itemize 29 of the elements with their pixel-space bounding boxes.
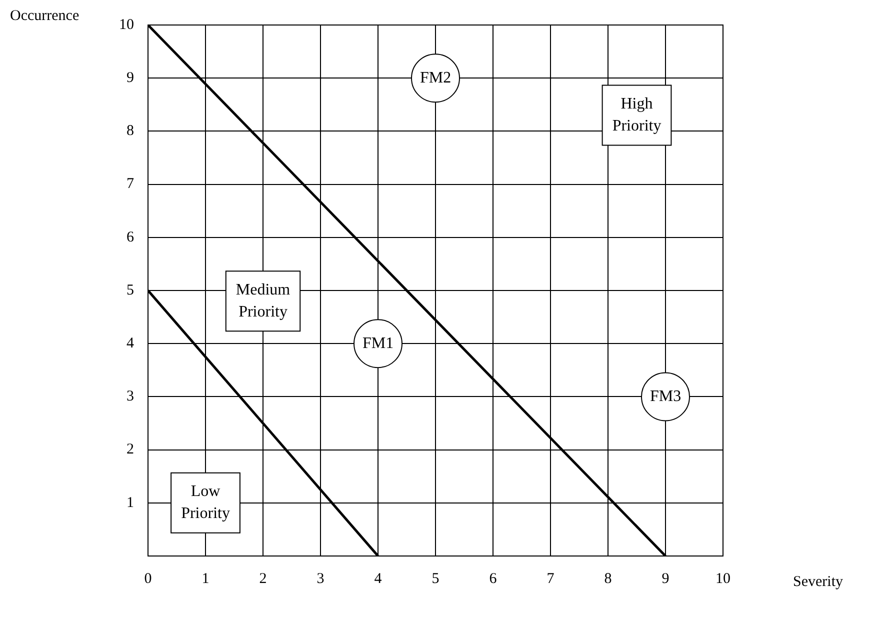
series-label: FM1: [362, 334, 394, 352]
annotation: Low Priority: [181, 483, 230, 522]
x-axis-title: Severity: [793, 574, 844, 590]
y-tick-label: 4: [126, 336, 134, 352]
x-tick-label: 3: [316, 570, 324, 587]
x-tick-label: 8: [604, 570, 612, 587]
annotation: Medium Priority: [236, 281, 291, 320]
y-tick-label: 5: [126, 282, 134, 298]
y-tick-label: 9: [126, 70, 134, 86]
x-tick-label: 1: [202, 570, 210, 587]
x-tick-label: 9: [662, 570, 670, 587]
series-label: FM3: [650, 388, 682, 405]
y-tick-label: 10: [119, 16, 134, 33]
y-tick-label: 6: [126, 229, 134, 246]
x-tick-label: 0: [144, 570, 152, 587]
series-label: FM2: [420, 69, 452, 86]
x-tick-label: 6: [489, 570, 498, 587]
x-tick-label: 5: [432, 570, 440, 587]
y-axis-title: Occurrence: [10, 8, 80, 24]
annotation: High Priority: [612, 95, 662, 134]
x-tick-label: 4: [374, 570, 382, 587]
y-tick-label: 2: [126, 442, 134, 458]
y-tick-label: 7: [126, 176, 134, 192]
x-tick-label: 2: [259, 570, 267, 587]
y-tick-label: 1: [126, 494, 134, 511]
x-tick-label: 7: [546, 570, 555, 587]
x-tick-label: 10: [716, 570, 730, 587]
y-tick-label: 8: [126, 123, 134, 140]
y-tick-label: 3: [126, 388, 134, 405]
